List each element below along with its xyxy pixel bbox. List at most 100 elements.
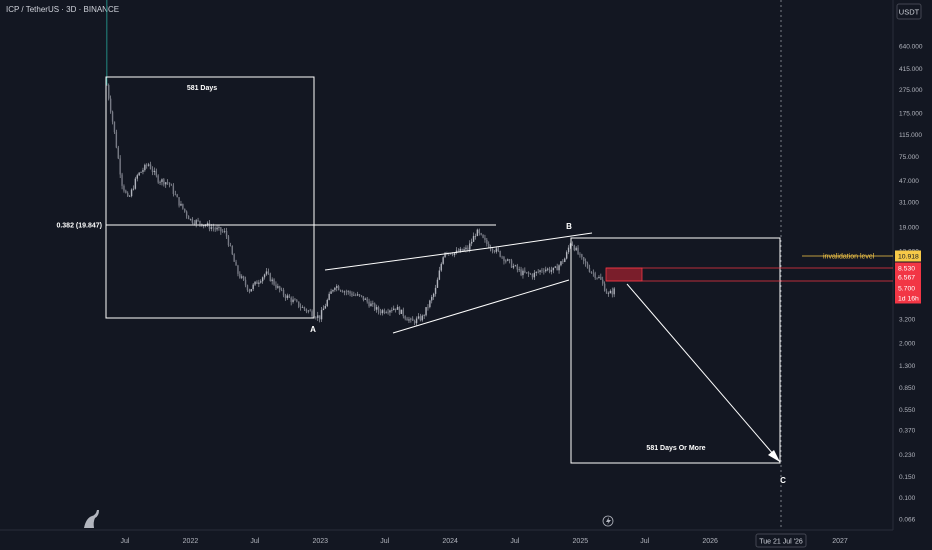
- candle-body: [425, 307, 427, 316]
- candle-body: [545, 269, 547, 272]
- candle-body: [106, 85, 108, 86]
- box-label-581-days: 581 Days: [187, 85, 217, 92]
- candle-body: [421, 315, 423, 321]
- candle-body: [349, 291, 351, 294]
- candle-body: [222, 231, 224, 233]
- candle-body: [417, 316, 420, 319]
- candle-body: [518, 269, 520, 271]
- candle-body: [269, 273, 271, 282]
- candle-body: [453, 252, 456, 256]
- candle-body: [596, 277, 598, 279]
- candle-body: [431, 296, 433, 301]
- candle-body: [541, 270, 543, 271]
- candle-body: [155, 170, 157, 176]
- candle-body: [225, 231, 228, 237]
- candle-body: [550, 270, 553, 272]
- candle-body: [235, 261, 237, 266]
- candle-body: [322, 308, 325, 311]
- crosshair-date-badge[interactable]: [755, 533, 807, 548]
- candle-body: [465, 247, 467, 250]
- candle-body: [611, 290, 613, 295]
- candle-body: [360, 295, 363, 297]
- candle-body: [187, 215, 190, 220]
- candle-body: [440, 263, 442, 271]
- price-tick-6: 47.000: [899, 178, 919, 185]
- candle-body: [305, 309, 308, 312]
- resistance-zone[interactable]: [605, 267, 643, 282]
- channel-lower[interactable]: [392, 279, 570, 334]
- time-tick-4: Jul: [380, 538, 389, 545]
- price-label-zone-top: [895, 262, 921, 274]
- candle-body: [356, 294, 359, 296]
- candle-body: [491, 248, 494, 252]
- projection-arrow[interactable]: [626, 283, 781, 463]
- candle-body: [288, 295, 290, 298]
- candle-body: [362, 295, 365, 300]
- candle-body: [419, 316, 422, 321]
- wave-b-label: B: [566, 222, 572, 231]
- candle-body: [132, 188, 135, 190]
- candle-body: [429, 300, 431, 308]
- price-label-zone-bottom: [895, 282, 921, 294]
- candle-body: [526, 272, 528, 274]
- candle-body: [239, 273, 241, 278]
- candle-body: [254, 281, 256, 285]
- time-axis[interactable]: Jul2022Jul2023Jul2024Jul2025Jul2026Jul20…: [121, 538, 848, 545]
- candle-body: [170, 184, 173, 186]
- candle-body: [172, 185, 175, 194]
- candle-body: [242, 276, 245, 280]
- candle-body: [467, 247, 469, 250]
- candle-body: [600, 276, 602, 280]
- candle-body: [203, 225, 205, 227]
- candle-body: [341, 290, 344, 293]
- candle-body: [562, 261, 564, 262]
- candle-body: [191, 218, 194, 223]
- candle-body: [472, 236, 475, 242]
- candle-body: [121, 174, 123, 186]
- box-581-days[interactable]: [105, 76, 315, 319]
- price-tick-19: 0.150: [899, 474, 916, 481]
- candle-body: [592, 272, 594, 274]
- price-tick-5: 75.000: [899, 154, 919, 161]
- candle-body: [423, 315, 425, 316]
- currency-badge[interactable]: [896, 3, 922, 20]
- candle-body: [524, 270, 526, 273]
- tradingview-logo-icon[interactable]: [84, 510, 99, 528]
- candle-body: [108, 85, 110, 99]
- candle-body: [147, 164, 150, 166]
- candle-body: [389, 310, 391, 313]
- candle-body: [127, 192, 129, 197]
- candle-body: [229, 245, 232, 246]
- candle-body: [482, 234, 484, 238]
- lightning-icon[interactable]: [602, 515, 614, 527]
- box-581-days-or-more[interactable]: [570, 237, 781, 464]
- candle-body: [206, 223, 209, 226]
- channel-upper-2[interactable]: [495, 232, 593, 248]
- candle-body: [320, 310, 323, 320]
- price-tick-2: 275.000: [899, 87, 923, 94]
- candle-body: [558, 265, 560, 271]
- candle-body: [402, 309, 404, 317]
- candle-body: [275, 284, 277, 288]
- candle-body: [358, 294, 361, 296]
- candle-body: [153, 170, 156, 172]
- channel-upper-1[interactable]: [324, 246, 497, 271]
- candle-body: [387, 312, 389, 313]
- candle-body: [128, 196, 131, 197]
- plot-area[interactable]: [0, 0, 893, 530]
- price-label-text-current: 6.567: [898, 275, 915, 282]
- candle-body: [303, 307, 306, 310]
- candle-body: [575, 247, 577, 251]
- candle-body: [166, 182, 169, 183]
- candle-body: [588, 267, 591, 272]
- invalidation-label: invalidation level: [823, 254, 875, 261]
- candle-body: [404, 316, 406, 319]
- candle-body: [277, 286, 279, 288]
- candle-body: [315, 317, 317, 318]
- candle-body: [590, 271, 593, 273]
- candle-body: [546, 268, 549, 270]
- candle-body: [318, 315, 321, 320]
- candle-body: [603, 283, 606, 292]
- candle-body: [180, 203, 182, 206]
